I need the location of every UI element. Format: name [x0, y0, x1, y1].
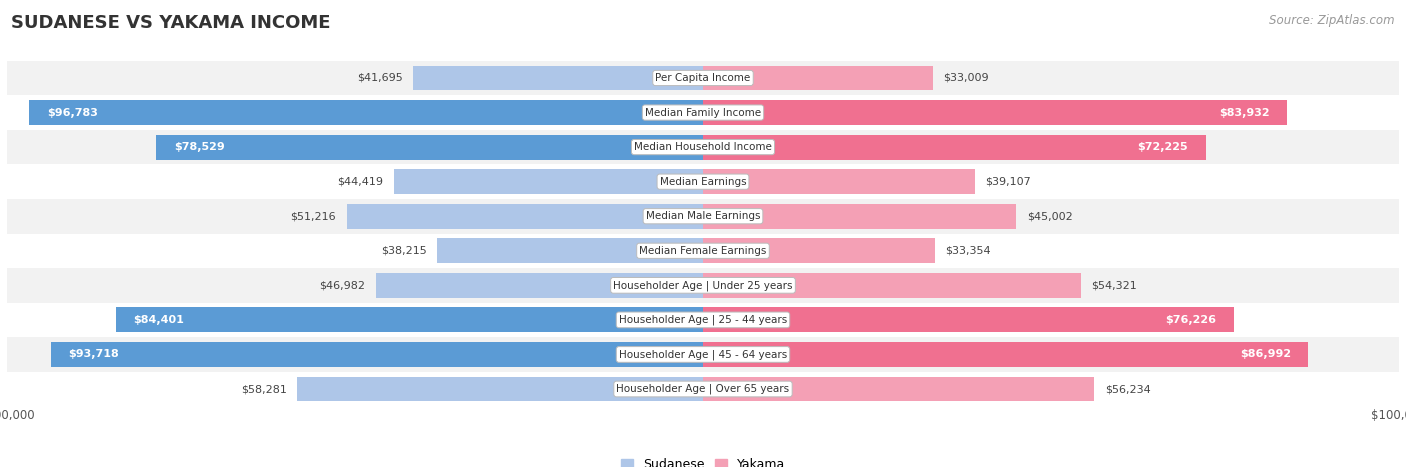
Text: Median Family Income: Median Family Income: [645, 107, 761, 118]
Text: $96,783: $96,783: [46, 107, 97, 118]
Text: Householder Age | 45 - 64 years: Householder Age | 45 - 64 years: [619, 349, 787, 360]
Text: $33,354: $33,354: [946, 246, 991, 256]
Text: $93,718: $93,718: [67, 349, 120, 360]
Text: $39,107: $39,107: [986, 177, 1032, 187]
Text: Householder Age | Over 65 years: Householder Age | Over 65 years: [616, 384, 790, 394]
Bar: [394, 169, 703, 194]
Bar: [703, 307, 1233, 333]
Text: $41,695: $41,695: [357, 73, 402, 83]
Bar: [7, 95, 1399, 130]
Text: Median Household Income: Median Household Income: [634, 142, 772, 152]
Bar: [7, 130, 1399, 164]
Bar: [298, 376, 703, 402]
Text: $76,226: $76,226: [1166, 315, 1216, 325]
Bar: [375, 273, 703, 298]
Bar: [156, 134, 703, 160]
Text: $78,529: $78,529: [174, 142, 225, 152]
Bar: [346, 204, 703, 229]
Text: $44,419: $44,419: [337, 177, 384, 187]
Bar: [703, 65, 932, 91]
Bar: [7, 303, 1399, 337]
Bar: [703, 273, 1081, 298]
Text: Median Earnings: Median Earnings: [659, 177, 747, 187]
Text: $45,002: $45,002: [1026, 211, 1073, 221]
Legend: Sudanese, Yakama: Sudanese, Yakama: [616, 453, 790, 467]
Bar: [7, 164, 1399, 199]
Text: $38,215: $38,215: [381, 246, 426, 256]
Bar: [30, 100, 703, 125]
Text: $84,401: $84,401: [134, 315, 184, 325]
Text: $51,216: $51,216: [291, 211, 336, 221]
Text: $58,281: $58,281: [240, 384, 287, 394]
Bar: [703, 169, 976, 194]
Bar: [413, 65, 703, 91]
Bar: [7, 61, 1399, 95]
Text: Householder Age | 25 - 44 years: Householder Age | 25 - 44 years: [619, 315, 787, 325]
Bar: [7, 337, 1399, 372]
Text: $33,009: $33,009: [943, 73, 988, 83]
Bar: [703, 238, 935, 263]
Bar: [703, 342, 1309, 367]
Text: Per Capita Income: Per Capita Income: [655, 73, 751, 83]
Bar: [7, 268, 1399, 303]
Bar: [7, 199, 1399, 234]
Text: $46,982: $46,982: [319, 280, 366, 290]
Text: $72,225: $72,225: [1137, 142, 1188, 152]
Bar: [7, 372, 1399, 406]
Bar: [703, 134, 1206, 160]
Text: $86,992: $86,992: [1240, 349, 1291, 360]
Text: $54,321: $54,321: [1091, 280, 1137, 290]
Bar: [703, 100, 1286, 125]
Text: SUDANESE VS YAKAMA INCOME: SUDANESE VS YAKAMA INCOME: [11, 14, 330, 32]
Bar: [437, 238, 703, 263]
Text: Median Female Earnings: Median Female Earnings: [640, 246, 766, 256]
Bar: [703, 376, 1094, 402]
Bar: [7, 234, 1399, 268]
Text: $56,234: $56,234: [1105, 384, 1150, 394]
Text: Source: ZipAtlas.com: Source: ZipAtlas.com: [1270, 14, 1395, 27]
Text: Householder Age | Under 25 years: Householder Age | Under 25 years: [613, 280, 793, 290]
Bar: [115, 307, 703, 333]
Bar: [703, 204, 1017, 229]
Text: Median Male Earnings: Median Male Earnings: [645, 211, 761, 221]
Text: $83,932: $83,932: [1219, 107, 1270, 118]
Bar: [51, 342, 703, 367]
